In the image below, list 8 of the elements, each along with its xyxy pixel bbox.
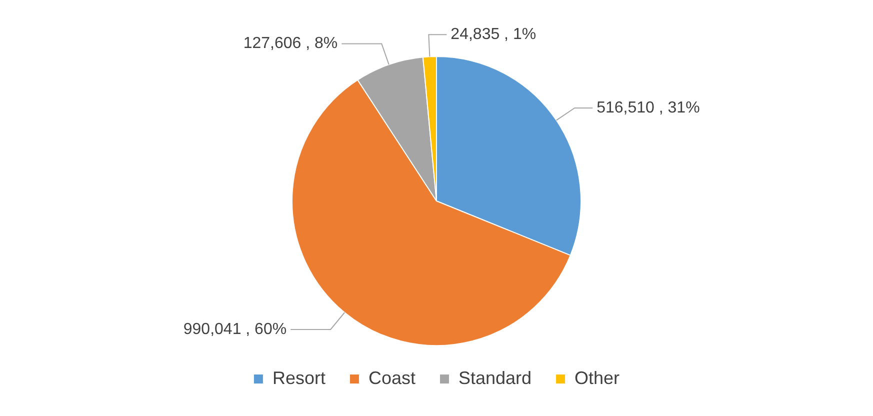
data-label: 990,041 , 60%: [183, 320, 287, 338]
legend-label: Other: [574, 368, 620, 388]
data-label: 127,606 , 8%: [243, 35, 338, 52]
legend-label: Coast: [368, 368, 416, 388]
data-label: 24,835 , 1%: [450, 26, 536, 44]
legend-label: Resort: [272, 368, 326, 388]
legend-label: Standard: [458, 368, 532, 388]
data-label: 516,510 , 31%: [596, 99, 700, 116]
